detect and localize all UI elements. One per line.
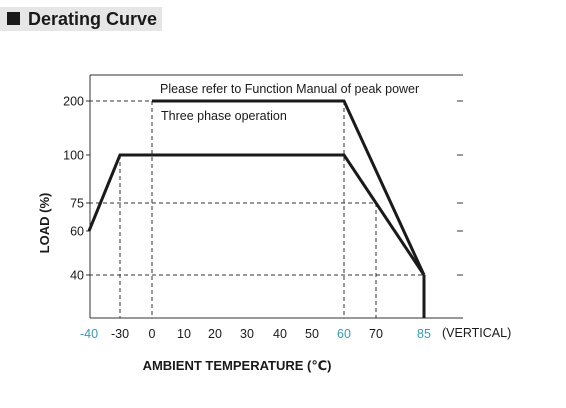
- x-tick-label: 10: [177, 327, 191, 341]
- x-tick-label: -40: [80, 327, 98, 341]
- guide-line: [89, 202, 377, 318]
- y-tick-label: 75: [70, 197, 84, 211]
- y-tick-label: 200: [63, 95, 84, 109]
- y-tick-label: 100: [63, 149, 84, 163]
- x-tick-label: 70: [369, 327, 383, 341]
- y-tick-label: 40: [70, 269, 84, 283]
- square-bullet-icon: [7, 12, 20, 25]
- annotation-three-phase: Three phase operation: [161, 109, 287, 123]
- annotation-peak-power: Please refer to Function Manual of peak …: [160, 82, 419, 96]
- x-tick-label: -30: [111, 327, 129, 341]
- section-header: Derating Curve: [0, 7, 162, 31]
- x-axis-label: AMBIENT TEMPERATURE (℃): [143, 358, 332, 373]
- y-tick-label: 60: [70, 225, 84, 239]
- x-tick-label: 50: [305, 327, 319, 341]
- series-line: [87, 153, 426, 276]
- x-tick-label: 60: [337, 327, 351, 341]
- x-axis-suffix: (VERTICAL): [442, 326, 511, 340]
- x-tick-label: 40: [273, 327, 287, 341]
- section-title: Derating Curve: [28, 9, 158, 29]
- x-tick-label: 20: [208, 327, 222, 341]
- x-tick-label: 85: [417, 327, 431, 341]
- y-axis-label: LOAD (%): [37, 193, 52, 254]
- series-line: [152, 99, 426, 276]
- x-tick-label: 30: [240, 327, 254, 341]
- x-tick-label: 0: [149, 327, 156, 341]
